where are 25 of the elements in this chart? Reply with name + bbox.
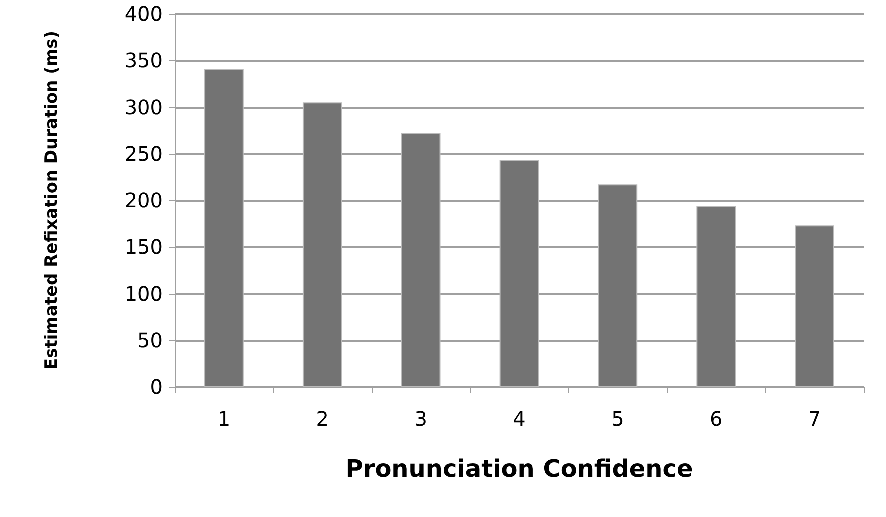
x-tick-label: 6	[710, 407, 723, 431]
y-tick-label: 250	[124, 142, 163, 166]
y-tick-label: 100	[124, 282, 163, 306]
bar	[795, 226, 834, 387]
y-axis-title: Estimated Refixation Duration (ms)	[42, 30, 62, 370]
y-tick-label: 400	[124, 2, 163, 26]
x-tick-label: 3	[414, 407, 428, 431]
bar	[598, 184, 638, 387]
x-axis-title: Pronunciation Confidence	[346, 455, 694, 483]
y-tick-label: 350	[124, 48, 163, 73]
bar	[696, 206, 736, 387]
x-tick-label: 4	[513, 407, 526, 431]
y-tick-label: 50	[138, 328, 163, 352]
x-tick-label: 7	[808, 407, 822, 431]
bar	[204, 69, 244, 387]
x-tick-label: 1	[218, 407, 231, 431]
bar	[302, 102, 342, 387]
y-tick-label: 0	[150, 375, 163, 399]
bar	[401, 133, 441, 387]
y-tick-label: 150	[124, 235, 163, 260]
y-tick-label: 200	[124, 188, 163, 212]
y-tick-label: 300	[124, 95, 163, 120]
x-tick-label: 5	[612, 407, 624, 431]
x-tick-label: 2	[316, 407, 330, 431]
bar	[500, 160, 540, 387]
